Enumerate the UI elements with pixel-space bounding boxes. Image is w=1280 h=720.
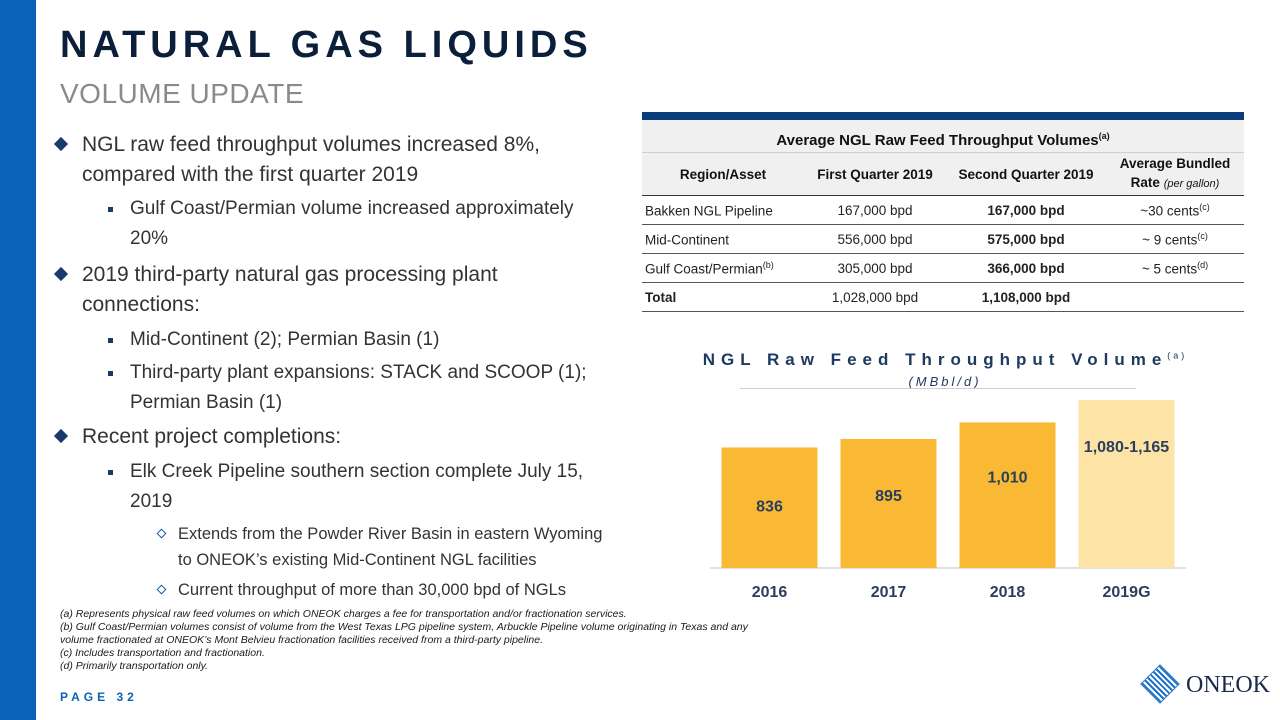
bar-label-2017: 895 [875,488,902,505]
square-bullet-icon [108,470,113,475]
diamond-bullet-icon [53,428,69,444]
bar-2017 [840,438,937,568]
page-number: PAGE 32 [60,690,138,704]
bar-2016 [721,447,818,568]
page-title: NATURAL GAS LIQUIDS [60,24,593,66]
throughput-table: Average NGL Raw Feed Throughput Volumes(… [642,112,1244,312]
page-subtitle: VOLUME UPDATE [60,78,305,109]
oneok-logo: ONEOK [1140,664,1270,706]
table-total-row: Total 1,028,000 bpd 1,108,000 bpd [642,283,1244,312]
square-bullet-icon [108,207,113,212]
square-bullet-icon [108,371,113,376]
bullet-plant-connections: 2019 third-party natural gas processing … [53,260,616,320]
header-region: Region/Asset [679,166,767,182]
sub-bullet-expansions: Third-party plant expansions: STACK and … [56,358,616,418]
table-top-bar [642,112,1244,120]
bar-2018 [959,422,1056,568]
throughput-bar-chart: 836 2016 895 2017 1,010 2018 1,080-1,165 2019G [710,400,1186,601]
side-accent-bar [0,0,36,720]
header-q2: Second Quarter 2019 [958,166,1094,182]
table-row: Mid-Continent 556,000 bpd 575,000 bpd ~ … [642,225,1244,254]
diamond-bullet-icon [53,136,69,152]
sub-bullet-elk-creek: Elk Creek Pipeline southern section comp… [56,457,616,517]
chart-title: NGL Raw Feed Throughput Volume(a) [702,350,1188,369]
sub-sub-bullet-extends: Extends from the Powder River Basin in e… [56,521,616,573]
logo-wordmark: ONEOK [1186,672,1270,698]
footnotes: (a) Represents physical raw feed volumes… [60,608,760,673]
bar-label-2019G: 1,080-1,165 [1084,439,1170,456]
footnote-b: (b) Gulf Coast/Permian volumes consist o… [60,621,748,646]
x-tick-2019G: 2019G [1102,584,1150,601]
header-rate: Average Bundled Rate (per gallon) [1119,156,1231,190]
sub-bullet-midcon: Mid-Continent (2); Permian Basin (1) [56,325,616,355]
sub-bullet-gulf: Gulf Coast/Permian volume increased appr… [56,194,616,254]
diamond-bullet-icon [53,266,69,282]
table-title: Average NGL Raw Feed Throughput Volumes(… [642,120,1244,152]
sub-sub-bullet-throughput: Current throughput of more than 30,000 b… [56,577,616,603]
table-row: Bakken NGL Pipeline 167,000 bpd 167,000 … [642,196,1244,225]
x-tick-2018: 2018 [990,584,1026,601]
table-header-row: Region/Asset First Quarter 2019 Second Q… [642,152,1244,196]
bar-label-2018: 1,010 [987,469,1027,486]
bullet-list: NGL raw feed throughput volumes increase… [53,130,616,603]
table-row: Gulf Coast/Permian(b) 305,000 bpd 366,00… [642,254,1244,283]
square-bullet-icon [108,338,113,343]
footnote-c: (c) Includes transportation and fraction… [60,647,265,659]
bar-label-2016: 836 [756,498,783,515]
footnote-d: (d) Primarily transportation only. [60,660,209,672]
bullet-completions: Recent project completions: [53,422,616,452]
footnote-a: (a) Represents physical raw feed volumes… [60,608,627,620]
oneok-diamond-icon [1140,664,1180,704]
hollow-diamond-bullet-icon [156,528,167,539]
bullet-throughput: NGL raw feed throughput volumes increase… [53,130,616,190]
hollow-diamond-bullet-icon [156,584,167,595]
x-tick-2016: 2016 [752,584,788,601]
bar-2019G [1078,400,1175,568]
chart-title-rule [740,388,1136,389]
x-tick-2017: 2017 [871,584,907,601]
chart-subtitle: (MBbl/d) [908,374,982,389]
header-q1: First Quarter 2019 [817,166,933,182]
